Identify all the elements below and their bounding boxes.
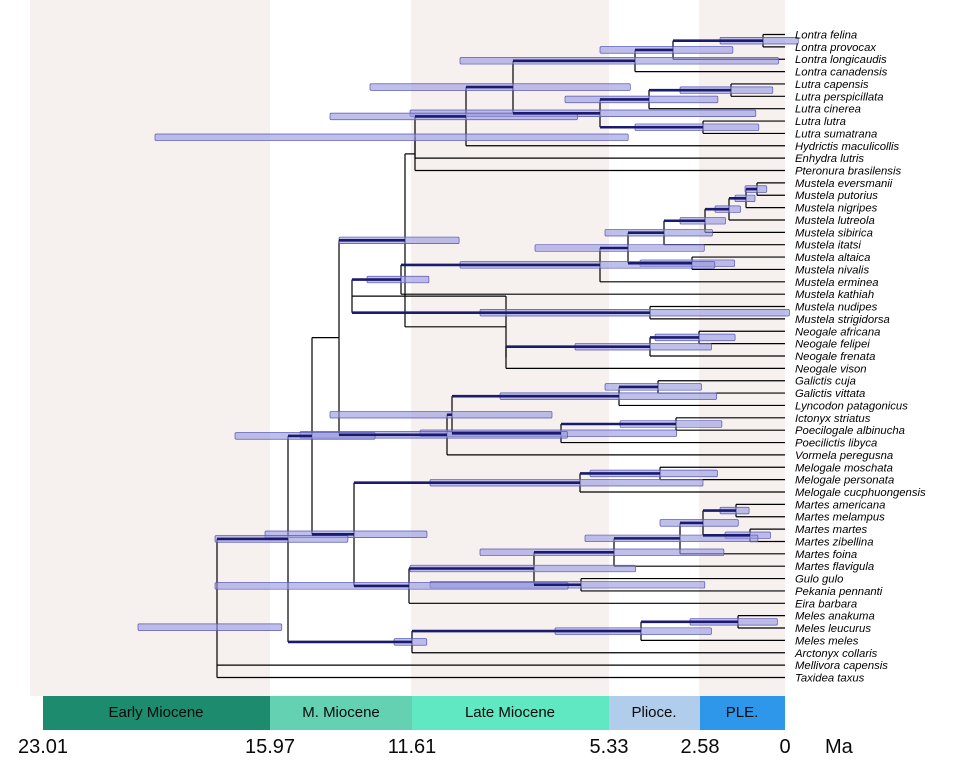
svg-text:Mustela lutreola: Mustela lutreola xyxy=(795,215,875,227)
svg-text:2.58: 2.58 xyxy=(681,736,720,758)
svg-text:Martes zibellina: Martes zibellina xyxy=(795,537,873,549)
svg-text:PLE.: PLE. xyxy=(726,704,759,721)
svg-text:Lutra lutra: Lutra lutra xyxy=(795,116,846,128)
svg-text:Mustela nudipes: Mustela nudipes xyxy=(795,302,878,314)
svg-text:Mustela sibirica: Mustela sibirica xyxy=(795,227,873,239)
svg-text:Poecilogale albinucha: Poecilogale albinucha xyxy=(795,425,905,437)
svg-text:Lyncodon patagonicus: Lyncodon patagonicus xyxy=(795,400,908,412)
svg-text:Late Miocene: Late Miocene xyxy=(465,704,555,721)
svg-text:Mustela nigripes: Mustela nigripes xyxy=(795,203,878,215)
svg-text:Mustela altaica: Mustela altaica xyxy=(795,252,870,264)
svg-text:Pteronura brasilensis: Pteronura brasilensis xyxy=(795,166,901,178)
svg-text:Martes martes: Martes martes xyxy=(795,524,868,536)
svg-text:Neogale africana: Neogale africana xyxy=(795,326,880,338)
svg-text:Meles anakuma: Meles anakuma xyxy=(795,611,875,623)
svg-text:Mustela itatsi: Mustela itatsi xyxy=(795,240,861,252)
svg-text:Neogale felipei: Neogale felipei xyxy=(795,339,870,351)
svg-text:Plioce.: Plioce. xyxy=(631,704,676,721)
svg-text:Poecilictis libyca: Poecilictis libyca xyxy=(795,438,877,450)
svg-text:Meles meles: Meles meles xyxy=(795,635,859,647)
svg-text:Pekania pennanti: Pekania pennanti xyxy=(795,586,883,598)
svg-text:Vormela peregusna: Vormela peregusna xyxy=(795,450,893,462)
svg-text:Mellivora capensis: Mellivora capensis xyxy=(795,660,888,672)
svg-text:Neogale vison: Neogale vison xyxy=(795,363,867,375)
svg-text:Neogale frenata: Neogale frenata xyxy=(795,351,875,363)
svg-text:11.61: 11.61 xyxy=(388,736,437,758)
svg-text:Gulo gulo: Gulo gulo xyxy=(795,574,843,586)
svg-text:Ictonyx striatus: Ictonyx striatus xyxy=(795,413,871,425)
svg-text:Lontra canadensis: Lontra canadensis xyxy=(795,67,888,79)
svg-text:Melogale moschata: Melogale moschata xyxy=(795,462,893,474)
svg-text:Enhydra lutris: Enhydra lutris xyxy=(795,153,864,165)
svg-text:Lutra sumatrana: Lutra sumatrana xyxy=(795,128,877,140)
svg-text:Arctonyx collaris: Arctonyx collaris xyxy=(794,648,878,660)
svg-text:Lutra capensis: Lutra capensis xyxy=(795,79,869,91)
svg-text:Melogale personata: Melogale personata xyxy=(795,475,894,487)
svg-text:Mustela eversmanii: Mustela eversmanii xyxy=(795,178,893,190)
svg-text:Hydrictis maculicollis: Hydrictis maculicollis xyxy=(795,141,900,153)
svg-text:5.33: 5.33 xyxy=(590,736,629,758)
svg-text:23.01: 23.01 xyxy=(18,736,68,758)
svg-text:Mustela erminea: Mustela erminea xyxy=(795,277,879,289)
svg-text:Lontra provocax: Lontra provocax xyxy=(795,42,876,54)
svg-text:Mustela nivalis: Mustela nivalis xyxy=(795,264,869,276)
svg-text:M. Miocene: M. Miocene xyxy=(302,704,380,721)
svg-text:Lutra cinerea: Lutra cinerea xyxy=(795,104,861,116)
svg-text:Martes flavigula: Martes flavigula xyxy=(795,561,874,573)
svg-text:Meles leucurus: Meles leucurus xyxy=(795,623,871,635)
svg-text:Martes foina: Martes foina xyxy=(795,549,857,561)
svg-text:Taxidea taxus: Taxidea taxus xyxy=(795,673,865,685)
svg-text:Lontra felina: Lontra felina xyxy=(795,30,857,42)
svg-text:Galictis vittata: Galictis vittata xyxy=(795,388,865,400)
svg-text:Ma: Ma xyxy=(825,736,854,758)
svg-text:Melogale cucphuongensis: Melogale cucphuongensis xyxy=(795,487,926,499)
svg-text:Mustela putorius: Mustela putorius xyxy=(795,190,878,202)
svg-text:Lutra perspicillata: Lutra perspicillata xyxy=(795,91,884,103)
svg-text:Lontra longicaudis: Lontra longicaudis xyxy=(795,54,887,66)
svg-text:Mustela strigidorsa: Mustela strigidorsa xyxy=(795,314,890,326)
svg-text:Mustela kathiah: Mustela kathiah xyxy=(795,289,874,301)
svg-text:Martes americana: Martes americana xyxy=(795,499,885,511)
svg-text:Martes melampus: Martes melampus xyxy=(795,512,885,524)
svg-text:Early Miocene: Early Miocene xyxy=(108,704,203,721)
svg-text:15.97: 15.97 xyxy=(245,736,295,758)
svg-text:Eira barbara: Eira barbara xyxy=(795,598,857,610)
svg-text:Galictis cuja: Galictis cuja xyxy=(795,376,856,388)
svg-text:0: 0 xyxy=(779,736,790,758)
